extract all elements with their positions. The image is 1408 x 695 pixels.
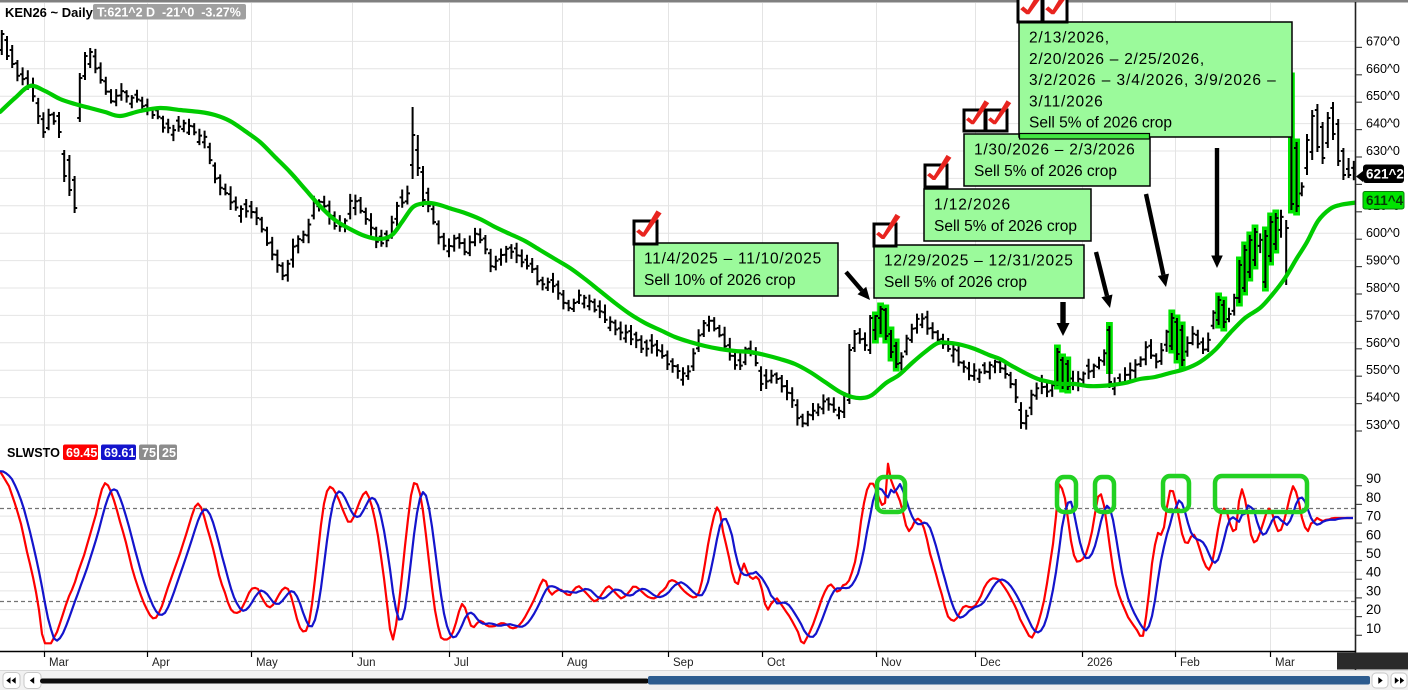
svg-text:2/13/2026,: 2/13/2026, xyxy=(1029,30,1110,47)
svg-text:60: 60 xyxy=(1366,527,1381,542)
svg-text:630^0: 630^0 xyxy=(1366,144,1400,158)
svg-text:540^0: 540^0 xyxy=(1366,391,1400,405)
svg-text:80: 80 xyxy=(1366,490,1381,505)
svg-text:75: 75 xyxy=(142,446,156,460)
svg-text:670^0: 670^0 xyxy=(1366,34,1400,48)
svg-text:Aug: Aug xyxy=(567,657,587,669)
svg-text:69.61: 69.61 xyxy=(104,446,135,460)
svg-text:Mar: Mar xyxy=(1275,657,1295,669)
svg-text:T:621^2 D -21^0 -3.27%: T:621^2 D -21^0 -3.27% xyxy=(97,6,241,20)
svg-text:KEN26 ~ Daily: KEN26 ~ Daily xyxy=(5,5,94,20)
svg-text:40: 40 xyxy=(1366,565,1381,580)
svg-text:611^4: 611^4 xyxy=(1366,193,1404,208)
svg-text:Sep: Sep xyxy=(673,657,693,669)
svg-text:660^0: 660^0 xyxy=(1366,62,1400,76)
svg-text:69.45: 69.45 xyxy=(66,446,97,460)
svg-text:Sell 5% of 2026 crop: Sell 5% of 2026 crop xyxy=(884,274,1027,291)
svg-text:11/4/2025 – 11/10/2025: 11/4/2025 – 11/10/2025 xyxy=(644,251,822,268)
svg-text:Sell 5% of 2026 crop: Sell 5% of 2026 crop xyxy=(974,163,1117,180)
svg-text:3/11/2026: 3/11/2026 xyxy=(1029,93,1104,110)
svg-text:2026: 2026 xyxy=(1087,657,1113,669)
svg-text:10: 10 xyxy=(1366,621,1381,636)
svg-text:Jun: Jun xyxy=(357,657,376,669)
svg-text:530^0: 530^0 xyxy=(1366,418,1400,432)
svg-text:1/30/2026 – 2/3/2026: 1/30/2026 – 2/3/2026 xyxy=(974,142,1136,159)
svg-text:650^0: 650^0 xyxy=(1366,89,1400,103)
svg-text:12/29/2025 – 12/31/2025: 12/29/2025 – 12/31/2025 xyxy=(884,253,1074,270)
svg-text:90: 90 xyxy=(1366,471,1381,486)
svg-text:20: 20 xyxy=(1366,602,1381,617)
svg-text:621^2: 621^2 xyxy=(1366,167,1404,182)
svg-text:Mar: Mar xyxy=(49,657,69,669)
svg-text:Sell 10% of 2026 crop: Sell 10% of 2026 crop xyxy=(644,272,796,289)
svg-text:Sell 5% of 2026 crop: Sell 5% of 2026 crop xyxy=(1029,115,1172,132)
svg-text:Feb: Feb xyxy=(1180,657,1200,669)
svg-text:3/2/2026 – 3/4/2026, 3/9/2026: 3/2/2026 – 3/4/2026, 3/9/2026 – xyxy=(1029,72,1277,89)
svg-text:560^0: 560^0 xyxy=(1366,336,1400,350)
svg-text:70: 70 xyxy=(1366,509,1381,524)
svg-text:Dec: Dec xyxy=(980,657,1001,669)
svg-text:Jul: Jul xyxy=(454,657,469,669)
svg-text:25: 25 xyxy=(162,446,176,460)
svg-text:600^0: 600^0 xyxy=(1366,226,1400,240)
svg-text:2/20/2026 – 2/25/2026,: 2/20/2026 – 2/25/2026, xyxy=(1029,51,1205,68)
svg-text:1/12/2026: 1/12/2026 xyxy=(934,197,1011,214)
svg-text:550^0: 550^0 xyxy=(1366,363,1400,377)
svg-text:640^0: 640^0 xyxy=(1366,117,1400,131)
svg-text:SLWSTO: SLWSTO xyxy=(7,446,60,460)
svg-text:Sell 5% of 2026 crop: Sell 5% of 2026 crop xyxy=(934,218,1077,235)
svg-text:50: 50 xyxy=(1366,546,1381,561)
svg-text:Nov: Nov xyxy=(881,657,902,669)
svg-text:30: 30 xyxy=(1366,583,1381,598)
svg-text:580^0: 580^0 xyxy=(1366,281,1400,295)
svg-text:Oct: Oct xyxy=(767,657,786,669)
svg-text:570^0: 570^0 xyxy=(1366,308,1400,322)
svg-text:590^0: 590^0 xyxy=(1366,254,1400,268)
svg-text:Apr: Apr xyxy=(152,657,170,669)
svg-text:May: May xyxy=(256,657,278,669)
